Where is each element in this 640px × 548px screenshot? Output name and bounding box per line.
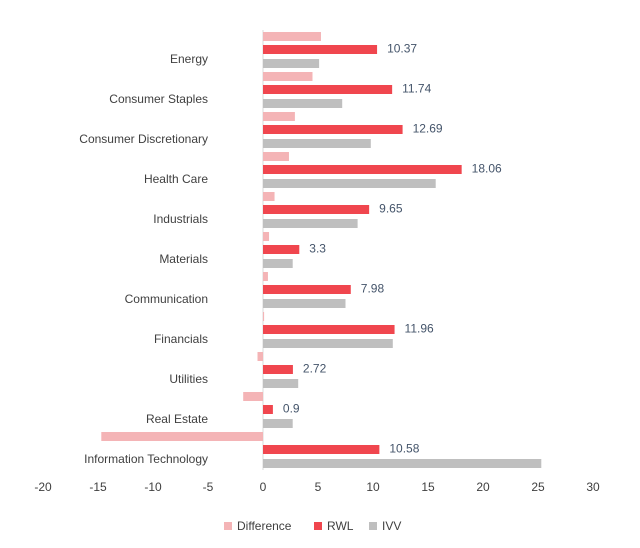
category-label: Communication: [125, 292, 208, 306]
legend-label: RWL: [327, 519, 354, 533]
bar: [101, 432, 263, 441]
bar: [263, 325, 395, 334]
bar: [263, 459, 542, 468]
bar: [263, 299, 346, 308]
category-label: Industrials: [153, 212, 208, 226]
bar: [263, 112, 295, 121]
value-label: 3.3: [309, 242, 326, 256]
x-tick-label: 0: [260, 480, 267, 494]
category-label: Consumer Discretionary: [79, 132, 208, 146]
bar: [263, 152, 289, 161]
bar: [243, 392, 263, 401]
bar: [263, 99, 343, 108]
bar: [263, 419, 293, 428]
bar: [263, 59, 320, 68]
bar: [263, 405, 273, 414]
bar: [263, 192, 275, 201]
bar: [263, 219, 358, 228]
legend-label: IVV: [382, 519, 401, 533]
bar: [263, 232, 270, 241]
x-tick-label: 15: [421, 480, 435, 494]
bar: [263, 85, 393, 94]
bar: [263, 179, 436, 188]
x-tick-label: -10: [144, 480, 162, 494]
bar: [263, 72, 313, 81]
category-label: Utilities: [169, 372, 208, 386]
x-tick-label: 25: [531, 480, 545, 494]
category-label: Real Estate: [146, 412, 208, 426]
x-tick-label: -15: [89, 480, 107, 494]
x-tick-label: -20: [34, 480, 52, 494]
bar: [263, 379, 299, 388]
value-label: 11.96: [405, 322, 434, 336]
x-tick-label: 30: [586, 480, 600, 494]
bar: [263, 365, 293, 374]
value-label: 10.37: [387, 42, 417, 56]
legend-swatch: [224, 522, 232, 530]
category-label: Energy: [170, 52, 208, 66]
value-label: 2.72: [303, 362, 327, 376]
bar: [263, 445, 380, 454]
bar: [263, 32, 321, 41]
category-label: Financials: [154, 332, 208, 346]
bar: [263, 312, 265, 321]
bar: [263, 272, 268, 281]
bar: [263, 125, 403, 134]
legend-swatch: [314, 522, 322, 530]
category-label: Consumer Staples: [109, 92, 208, 106]
x-tick-label: 5: [315, 480, 322, 494]
legend-label: Difference: [237, 519, 292, 533]
bar: [263, 245, 300, 254]
value-label: 0.9: [283, 402, 300, 416]
category-label: Health Care: [144, 172, 208, 186]
bar: [263, 205, 370, 214]
bar: [263, 285, 351, 294]
bar: [263, 165, 462, 174]
bar: [257, 352, 263, 361]
value-label: 9.65: [379, 202, 403, 216]
x-tick-label: 10: [366, 480, 380, 494]
bar: [263, 45, 378, 54]
value-label: 18.06: [472, 162, 502, 176]
category-label: Information Technology: [84, 452, 208, 466]
x-tick-label: -5: [203, 480, 214, 494]
value-label: 11.74: [402, 82, 431, 96]
legend-swatch: [369, 522, 377, 530]
bar: [263, 259, 293, 268]
x-tick-label: 20: [476, 480, 490, 494]
value-label: 7.98: [361, 282, 385, 296]
value-label: 10.58: [389, 442, 419, 456]
value-label: 12.69: [413, 122, 443, 136]
bar: [263, 139, 371, 148]
bar: [263, 339, 393, 348]
category-label: Materials: [159, 252, 208, 266]
